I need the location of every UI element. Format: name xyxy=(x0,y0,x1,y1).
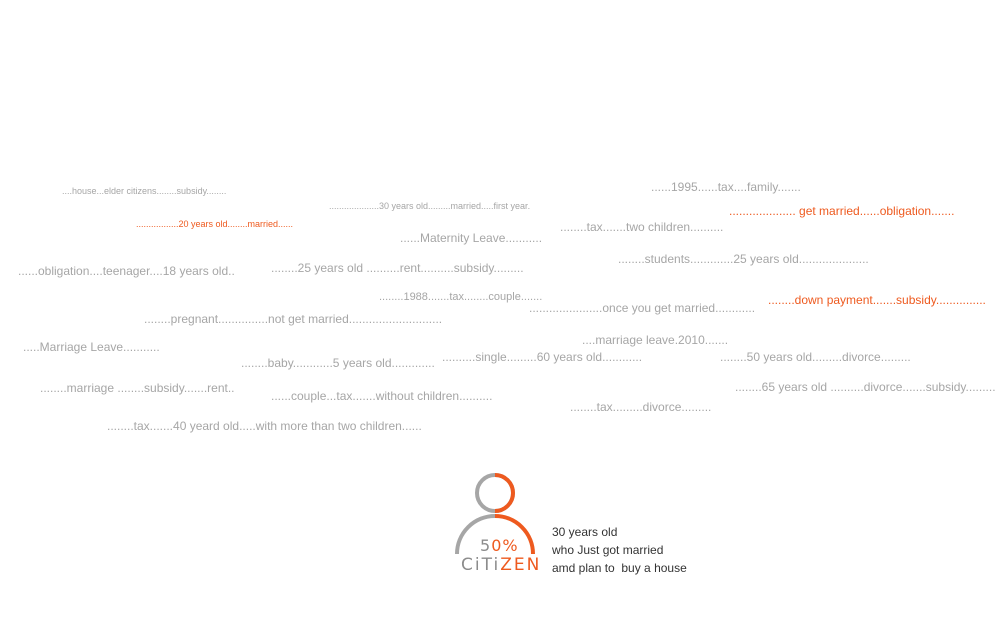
word-cloud-phrase-highlight: ........down payment.......subsidy......… xyxy=(768,293,986,307)
brand-gray: CiTi xyxy=(461,555,501,575)
word-cloud-phrase: ........marriage ........subsidy.......r… xyxy=(40,381,235,395)
word-cloud-phrase-highlight: .................20 years old........mar… xyxy=(136,219,294,229)
word-cloud-phrase: ......Maternity Leave........... xyxy=(400,231,543,245)
word-cloud-phrase: ........25 years old ..........rent.....… xyxy=(271,261,524,275)
caption-line: who Just got married xyxy=(552,543,664,557)
profile-caption: 30 years old who Just got married amd pl… xyxy=(552,523,687,577)
percentage-gray: 5 xyxy=(480,536,492,555)
word-cloud-phrase: ....................30 years old........… xyxy=(329,201,531,211)
word-cloud-phrase: .....Marriage Leave........... xyxy=(23,340,160,354)
citizen-person-icon xyxy=(455,473,535,555)
word-cloud-phrase: ........65 years old ..........divorce..… xyxy=(735,380,996,394)
word-cloud-phrase: ....house...elder citizens........subsid… xyxy=(62,186,227,196)
word-cloud-phrase: ........tax.......40 yeard old.....with … xyxy=(107,419,422,433)
caption-line: amd plan to buy a house xyxy=(552,561,687,575)
word-cloud-phrase: ......obligation....teenager....18 years… xyxy=(18,264,235,278)
citizen-percentage: 50% xyxy=(480,536,519,555)
percentage-orange: 0% xyxy=(491,536,519,555)
citizen-logo-text: CiTiZEN xyxy=(461,555,541,575)
word-cloud-phrase: ........students.............25 years ol… xyxy=(618,252,869,266)
word-cloud-phrase-highlight: .................... get married......ob… xyxy=(729,204,955,218)
word-cloud-phrase: ........tax.......two children.......... xyxy=(560,220,724,234)
word-cloud-phrase: ..........single.........60 years old...… xyxy=(442,350,643,364)
word-cloud-phrase: ......couple...tax.......without childre… xyxy=(271,389,493,403)
caption-line: 30 years old xyxy=(552,525,618,539)
word-cloud-phrase: ........baby............5 years old.....… xyxy=(241,356,435,370)
word-cloud-phrase: ....marriage leave.2010....... xyxy=(582,333,729,347)
brand-orange: ZEN xyxy=(500,555,542,575)
word-cloud-phrase: ......................once you get marri… xyxy=(529,301,756,315)
word-cloud-phrase: ........tax.........divorce......... xyxy=(570,400,712,414)
word-cloud-phrase: ........1988.......tax........couple....… xyxy=(379,291,543,303)
word-cloud-phrase: ........pregnant...............not get m… xyxy=(144,312,443,326)
word-cloud-phrase: ........50 years old.........divorce....… xyxy=(720,350,911,364)
word-cloud-phrase: ......1995......tax....family....... xyxy=(651,180,801,194)
